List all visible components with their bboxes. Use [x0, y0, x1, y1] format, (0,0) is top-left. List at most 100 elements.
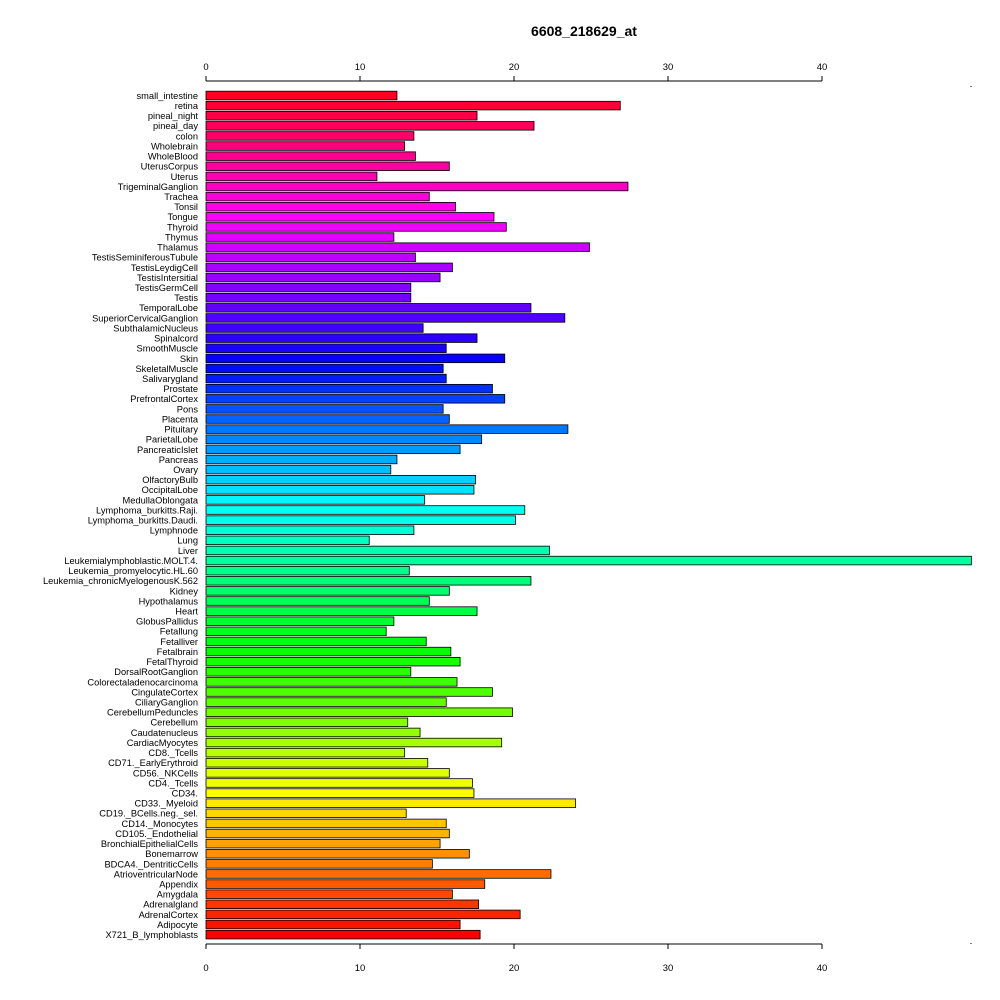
category-label: SuperiorCervicalGanglion	[92, 313, 198, 323]
category-label: TestisSeminiferousTubule	[92, 253, 198, 263]
bar	[205, 424, 569, 434]
category-label: CD4._Tcells	[148, 778, 198, 788]
bar	[205, 191, 430, 202]
category-label: Fetalliver	[160, 637, 198, 647]
bar	[205, 252, 416, 262]
category-label: MedullaOblongata	[123, 495, 199, 505]
category-label: Leukemia_chronicMyelogenousK.562	[43, 576, 198, 586]
category-label: Tongue	[167, 212, 198, 222]
bar	[205, 656, 461, 667]
bar	[205, 383, 493, 394]
category-label: Caudatenucleus	[131, 728, 199, 738]
bar	[205, 535, 370, 546]
bar	[205, 303, 532, 313]
bar	[205, 505, 526, 515]
bar	[205, 849, 470, 859]
category-label: ParietalLobe	[146, 435, 198, 445]
bar	[205, 768, 450, 778]
category-label: Prostate	[163, 384, 198, 394]
bar	[205, 838, 441, 849]
bar	[205, 919, 461, 930]
category-label: Amygdala	[157, 890, 199, 900]
category-label: Leukemia_promyelocytic.HL.60	[68, 566, 198, 576]
category-label: Lymphoma_burkitts.Daudi.	[88, 516, 198, 526]
category-label: BronchialEpithelialCells	[101, 839, 199, 849]
category-label: CardiacMyocytes	[127, 738, 199, 748]
category-label: PancreaticIslet	[137, 445, 198, 455]
bar	[205, 394, 506, 404]
bar	[205, 262, 453, 273]
bar	[205, 272, 441, 283]
x-tick-label-top: 40	[817, 62, 828, 73]
bar	[205, 707, 513, 717]
bar	[205, 181, 629, 192]
bar	[205, 818, 447, 829]
bar	[205, 626, 387, 637]
bar	[205, 616, 395, 626]
bar	[205, 333, 478, 343]
x-tick-label-bottom: 20	[509, 963, 520, 974]
bar	[205, 515, 516, 525]
x-tick-label-top: 30	[663, 62, 674, 73]
category-label: CiliaryGanglion	[135, 698, 198, 708]
bar	[205, 363, 444, 374]
category-label: Spinalcord	[154, 334, 198, 344]
category-label: CingulateCortex	[131, 687, 198, 697]
bar	[205, 212, 495, 222]
bar	[205, 545, 550, 556]
bar	[205, 737, 503, 748]
bar	[205, 778, 473, 788]
bar	[205, 909, 521, 920]
category-label: Thyroid	[167, 222, 198, 232]
bar	[205, 131, 415, 141]
category-label: Wholebrain	[151, 141, 198, 151]
x-tick-label-top: 10	[355, 62, 366, 73]
category-label: pineal_night	[148, 111, 199, 121]
category-label: CerebellumPeduncles	[107, 708, 198, 718]
category-label: Fetalbrain	[157, 647, 198, 657]
category-label: SmoothMuscle	[137, 344, 199, 354]
category-label: Thalamus	[157, 243, 198, 253]
category-label: Testis	[174, 293, 198, 303]
axes: 0 0 10 10 20 20 30 30 40 40	[203, 62, 972, 974]
bar	[205, 292, 412, 303]
bar	[205, 555, 972, 566]
bar	[205, 282, 412, 293]
bar	[205, 667, 412, 677]
bar	[205, 899, 479, 910]
category-label: TestisLeydigCell	[131, 263, 198, 273]
category-label: TestisGermCell	[135, 283, 198, 293]
category-label: Bonemarrow	[145, 849, 198, 859]
category-label: Skin	[180, 354, 198, 364]
bar	[205, 171, 378, 182]
category-label: CD105._Endothelial	[115, 829, 198, 839]
category-label: Fetallung	[160, 627, 198, 637]
bar	[205, 788, 475, 798]
bar	[205, 646, 452, 657]
category-label: CD33._Myeloid	[134, 799, 198, 809]
bar	[205, 565, 410, 576]
category-label: AtrioventricularNode	[114, 869, 198, 879]
category-label: Trachea	[164, 192, 199, 202]
category-label: CD56._NKCells	[133, 768, 198, 778]
x-tick-label-top: 20	[509, 62, 520, 73]
bar	[205, 798, 577, 808]
bar	[205, 434, 483, 444]
category-label: OlfactoryBulb	[142, 475, 198, 485]
category-label: Pancreas	[159, 455, 199, 465]
bar	[205, 202, 456, 212]
chart-title: 6608_218629_at	[531, 23, 637, 39]
category-label: Pons	[177, 404, 199, 414]
bar	[205, 808, 407, 819]
bar	[205, 232, 395, 242]
bar	[205, 90, 398, 101]
category-label: Lung	[177, 536, 198, 546]
bar	[205, 161, 450, 171]
bar	[205, 636, 427, 647]
bar	[205, 576, 532, 586]
category-label: Lymphnode	[150, 526, 198, 536]
category-label: CD71._EarlyErythroid	[108, 758, 198, 768]
bar	[205, 525, 415, 535]
bar	[205, 343, 447, 353]
category-label: Ovary	[173, 465, 198, 475]
